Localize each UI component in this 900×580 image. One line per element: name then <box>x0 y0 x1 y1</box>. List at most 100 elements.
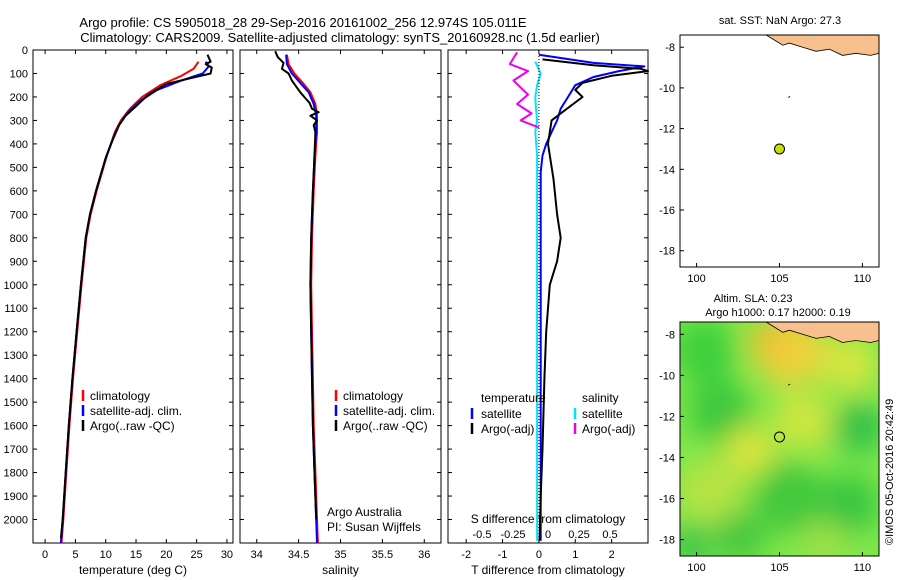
y-tick-label: -8 <box>665 42 675 54</box>
sla-blob <box>713 511 766 556</box>
legend-label: satellite-adj. clim. <box>343 404 435 418</box>
y-tick-label: 500 <box>10 162 28 174</box>
x-tick-label: 110 <box>854 273 872 285</box>
x-tick-label: 20 <box>160 549 172 561</box>
header-line1: Argo profile: CS 5905018_28 29-Sep-2016 … <box>79 15 527 30</box>
y-tick-label: 1300 <box>4 350 28 362</box>
x-tick-label: 105 <box>770 273 788 285</box>
legend-label: climatology <box>90 389 150 403</box>
y-tick-label: 1600 <box>4 421 28 433</box>
x-axis-label: temperature (deg C) <box>79 563 187 577</box>
x-tick-label: 0 <box>42 549 48 561</box>
sla-blob <box>799 520 848 556</box>
salinity-profile-panel: 34 34.5 35 35.5 36 salinity climatologysatelli… <box>239 49 442 577</box>
credit-line: Argo Australia <box>327 505 402 519</box>
x-tick-label: 0 <box>536 549 542 561</box>
x-tick-label: 1 <box>572 549 578 561</box>
legend-label: satellite <box>582 407 623 421</box>
x-tick-label: 15 <box>130 549 142 561</box>
y-tick-label: 1800 <box>4 468 28 480</box>
sla-blob <box>773 390 834 451</box>
y-tick-label: 900 <box>10 256 28 268</box>
series-line <box>534 61 542 541</box>
legend-label: Argo(-adj) <box>481 422 534 436</box>
x-tick-label: 35 <box>334 549 346 561</box>
sla-map-title: Altim. SLA: 0.23 <box>714 293 793 305</box>
legend-title: salinity <box>582 391 619 405</box>
map-body <box>680 322 879 556</box>
y-tick-label: -16 <box>659 205 675 217</box>
y-tick-label: -12 <box>659 411 675 423</box>
sla-blob <box>819 474 879 535</box>
header-line2: Climatology: CARS2009. Satellite-adjuste… <box>80 30 600 45</box>
series-line <box>59 54 213 539</box>
x-tick-label: 100 <box>687 273 705 285</box>
y-tick-label: 200 <box>10 92 28 104</box>
secondary-tick-label: 0 <box>545 529 551 541</box>
y-tick-label: -10 <box>659 83 675 95</box>
legend-label: Argo(..raw -QC) <box>90 419 175 433</box>
y-tick-label: 800 <box>10 233 28 245</box>
legend-label: Argo(-adj) <box>582 422 635 436</box>
y-tick-label: -18 <box>659 535 675 547</box>
credit-line: PI: Susan Wijffels <box>327 520 421 534</box>
temperature-profile-panel: 0100200300400500600700800900100011001200… <box>4 45 234 577</box>
x-tick-label: 10 <box>100 549 112 561</box>
christmas-island-icon <box>787 383 791 386</box>
y-tick-label: -8 <box>665 329 675 341</box>
secondary-tick-label: 0.5 <box>602 529 617 541</box>
sla-blob <box>821 336 878 392</box>
y-tick-label: 700 <box>10 209 28 221</box>
x-tick-label: 25 <box>191 549 203 561</box>
sla-blob <box>833 401 879 454</box>
x-tick-label: 36 <box>418 549 430 561</box>
y-tick-label: -10 <box>659 370 675 382</box>
x-axis-label: salinity <box>322 563 359 577</box>
legend-label: Argo(..raw -QC) <box>343 419 428 433</box>
secondary-tick-label: -0.5 <box>473 529 492 541</box>
difference-profile-panel: -2 -1 0 1 2 T difference from climatology temp… <box>447 49 649 577</box>
legend-title: temperature <box>481 391 546 405</box>
x-tick-label: 105 <box>770 562 788 574</box>
legend-label: climatology <box>343 389 403 403</box>
series-line <box>274 50 320 520</box>
land-mass <box>765 322 879 343</box>
sla-blob <box>687 379 752 443</box>
y-tick-label: -18 <box>659 246 675 258</box>
y-tick-label: 400 <box>10 139 28 151</box>
x-axis-label: T difference from climatology <box>471 563 625 577</box>
argo-position-marker <box>774 431 785 443</box>
series-line <box>508 51 540 129</box>
x-tick-label: 5 <box>72 549 78 561</box>
sla-blobs <box>680 322 879 556</box>
x-tick-label: 35.5 <box>372 549 393 561</box>
x-tick-label: -1 <box>498 549 508 561</box>
argo-position-marker <box>774 143 785 155</box>
y-tick-label: 1700 <box>4 444 28 456</box>
y-tick-label: 2000 <box>4 515 28 527</box>
x-tick-label: 100 <box>687 562 705 574</box>
series-line <box>538 58 649 541</box>
secondary-tick-label: 0.25 <box>568 529 589 541</box>
secondary-axis-label: S difference from climatology <box>471 512 626 526</box>
sla-blob <box>680 524 710 556</box>
y-tick-label: 1200 <box>4 327 28 339</box>
sla-blob <box>749 322 790 361</box>
y-tick-label: -12 <box>659 124 675 136</box>
sla-blob <box>680 322 736 382</box>
sla-map-panel: 100 105 110 -8 -10 -12 -14 -16 -18 Altim. SLA: 0.… <box>659 293 880 574</box>
plot-frame <box>239 49 442 544</box>
plot-frame <box>32 49 234 544</box>
sla-blob <box>725 426 774 475</box>
legend-label: satellite <box>481 407 522 421</box>
secondary-tick-label: -0.25 <box>500 529 525 541</box>
x-tick-label: 2 <box>609 549 615 561</box>
series-line <box>538 53 646 541</box>
x-tick-label: 30 <box>221 549 233 561</box>
y-tick-label: 1500 <box>4 397 28 409</box>
y-tick-label: 0 <box>22 45 28 57</box>
x-tick-label: 34.5 <box>288 549 309 561</box>
y-tick-label: 100 <box>10 68 28 80</box>
christmas-island-icon <box>787 96 791 99</box>
y-tick-label: 600 <box>10 186 28 198</box>
